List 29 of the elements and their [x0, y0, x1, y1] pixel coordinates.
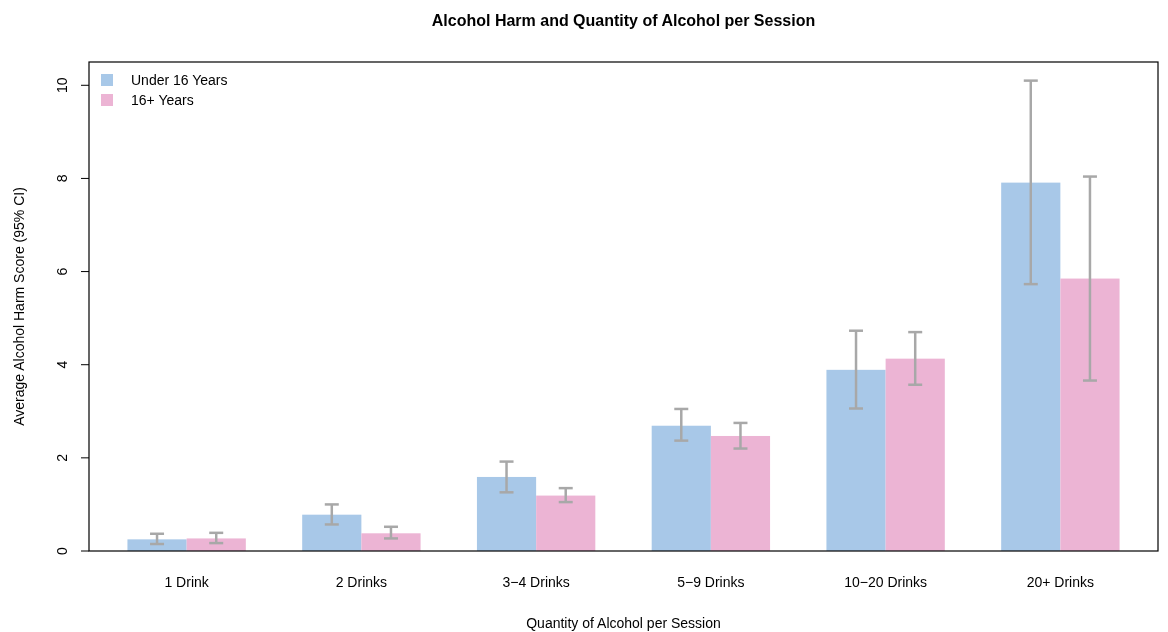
y-tick-label: 10 [54, 77, 70, 94]
bar [186, 538, 246, 551]
x-tick-label: 10−20 Drinks [844, 574, 928, 590]
x-tick-label: 3−4 Drinks [502, 574, 570, 590]
y-tick-label: 2 [54, 453, 70, 462]
x-tick-label: 5−9 Drinks [677, 574, 745, 590]
bar [651, 425, 711, 551]
bar [826, 369, 886, 551]
legend-label: 16+ Years [131, 92, 194, 108]
chart-title: Alcohol Harm and Quantity of Alcohol per Session [431, 12, 816, 29]
x-tick-label: 1 Drink [164, 574, 210, 590]
bar [885, 358, 945, 551]
bar [1001, 182, 1061, 551]
y-tick-label: 4 [54, 360, 70, 369]
y-tick-label: 0 [54, 546, 70, 555]
bar [361, 533, 421, 551]
bar [1060, 278, 1120, 551]
x-tick-label: 20+ Drinks [1026, 574, 1095, 590]
y-axis-title: Average Alcohol Harm Score (95% CI) [11, 187, 27, 426]
bar [476, 476, 537, 551]
bar [710, 435, 771, 551]
bar [536, 495, 596, 551]
y-tick-label: 8 [54, 174, 70, 183]
x-axis-title: Quantity of Alcohol per Session [526, 615, 721, 631]
legend-label: Under 16 Years [131, 72, 228, 88]
bar [302, 514, 362, 551]
y-tick-label: 6 [54, 267, 70, 276]
x-tick-label: 2 Drinks [335, 574, 388, 590]
bar [127, 539, 187, 551]
